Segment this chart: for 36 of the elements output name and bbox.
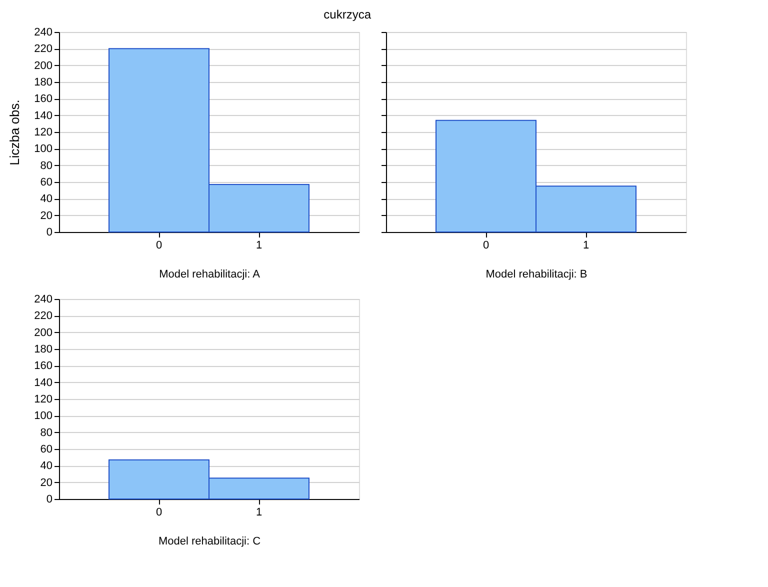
y-tick-label: 220 — [34, 43, 52, 56]
y-tick-label: 200 — [34, 60, 52, 72]
y-tick-label: 240 — [34, 294, 52, 306]
y-tick-label: 120 — [34, 394, 52, 406]
chart-title: cukrzyca — [324, 8, 372, 22]
y-tick-label: 80 — [40, 426, 52, 439]
y-tick-label: 0 — [46, 226, 52, 238]
y-tick-label: 140 — [34, 376, 52, 389]
y-tick-label: 240 — [34, 26, 52, 38]
y-tick-label: 60 — [40, 444, 52, 456]
y-tick-label: 160 — [34, 360, 52, 372]
x-axis-title: Model rehabilitacji: C — [158, 536, 261, 548]
y-tick-label: 20 — [40, 210, 52, 222]
y-tick-label: 100 — [34, 143, 52, 156]
y-tick-label: 180 — [34, 76, 52, 88]
y-axis-title: Liczba obs. — [7, 100, 22, 166]
x-tick-label: 1 — [256, 506, 262, 518]
y-tick-label: 120 — [34, 126, 52, 138]
y-tick-label: 140 — [34, 110, 52, 122]
y-tick-label: 220 — [34, 310, 52, 322]
y-tick-label: 20 — [40, 476, 52, 489]
y-tick-label: 100 — [34, 410, 52, 422]
x-axis-title: Model rehabilitacji: A — [159, 268, 261, 280]
x-tick-label: 1 — [256, 240, 262, 252]
y-tick-label: 60 — [40, 176, 52, 188]
y-tick-label: 180 — [34, 344, 52, 356]
x-tick-label: 0 — [482, 240, 490, 252]
y-tick-label: 200 — [34, 326, 52, 339]
y-tick-label: 40 — [40, 460, 52, 472]
x-axis-title: Model rehabilitacji: B — [486, 268, 588, 280]
x-tick-label: 0 — [156, 240, 162, 252]
x-tick-label: 1 — [582, 240, 590, 252]
y-tick-label: 160 — [34, 93, 52, 106]
y-tick-label: 0 — [46, 494, 52, 506]
y-tick-label: 80 — [40, 160, 52, 172]
y-tick-label: 40 — [40, 193, 52, 206]
